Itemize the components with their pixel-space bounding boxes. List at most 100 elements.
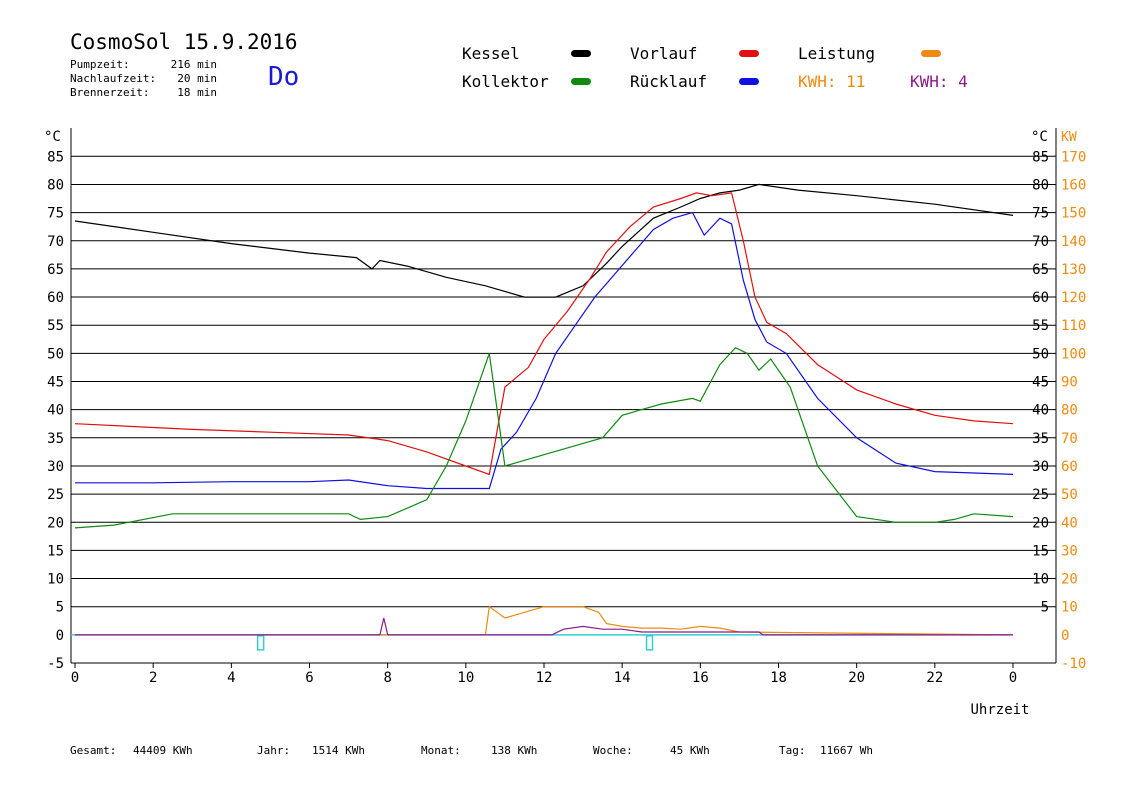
y-tick-label-left: 15 xyxy=(47,543,64,559)
x-tick-label: 14 xyxy=(614,670,631,686)
y-tick-label-right: 85 xyxy=(1032,149,1049,165)
pumpzeit-label: Pumpzeit: xyxy=(70,58,130,71)
y-tick-label-left: 75 xyxy=(47,206,64,222)
footer-monat-value: 138 KWh xyxy=(491,744,538,757)
legend-kwh-purple: KWH: 4 xyxy=(910,72,968,91)
legend-kessel-label: Kessel xyxy=(462,44,520,63)
y-tick-label-right: 10 xyxy=(1032,572,1049,588)
kw-tick-label: 20 xyxy=(1061,572,1078,588)
y-tick-label-right: 40 xyxy=(1032,403,1049,419)
y-tick-label-left: 60 xyxy=(47,290,64,306)
y-tick-label-left: 40 xyxy=(47,403,64,419)
y-tick-label-left: 50 xyxy=(47,346,64,362)
series-line-kessel xyxy=(74,183,1014,298)
kw-tick-label: 130 xyxy=(1061,262,1086,278)
weekday-label: Do xyxy=(268,62,300,92)
y-tick-label-right: 30 xyxy=(1032,459,1049,475)
y-tick-label-right: 35 xyxy=(1032,431,1049,447)
legend-ruecklauf-label: Rücklauf xyxy=(630,72,708,91)
y-tick-label-right: 5 xyxy=(1041,600,1049,616)
y-tick-label-left: 65 xyxy=(47,262,64,278)
x-tick-label: 22 xyxy=(926,670,943,686)
y-tick-label-left: 20 xyxy=(47,515,64,531)
legend-kollektor-swatch xyxy=(571,78,591,85)
legend-kessel-swatch xyxy=(571,50,591,57)
y-tick-label-left: 80 xyxy=(47,177,64,193)
pumpzeit-value: 216 min xyxy=(170,58,217,71)
kw-tick-label: 120 xyxy=(1061,290,1086,306)
y-tick-label-left: 35 xyxy=(47,431,64,447)
y-tick-label-right: 75 xyxy=(1032,206,1049,222)
page-title: CosmoSol 15.9.2016 xyxy=(70,30,298,54)
footer-jahr-label: Jahr: xyxy=(257,744,291,757)
y-tick-label-left: 10 xyxy=(47,572,64,588)
series-line-kwh-4 xyxy=(75,617,1013,636)
footer-woche-value: 45 KWh xyxy=(670,744,710,757)
y-tick-label-left: 55 xyxy=(47,318,64,334)
x-tick-label: 0 xyxy=(1009,670,1017,686)
x-tick-label: 0 xyxy=(71,670,79,686)
x-tick-label: 16 xyxy=(692,670,709,686)
y-tick-label-right: 60 xyxy=(1032,290,1049,306)
nachlaufzeit-value: 20 min xyxy=(177,72,217,85)
y-tick-label-right: 80 xyxy=(1032,177,1049,193)
x-tick-label: 8 xyxy=(383,670,391,686)
kw-tick-label: 150 xyxy=(1061,206,1086,222)
footer-tag-value: 11667 Wh xyxy=(820,744,873,757)
kw-tick-label: 170 xyxy=(1061,149,1086,165)
y-tick-label-left: 25 xyxy=(47,487,64,503)
series-line-leistung xyxy=(75,605,1014,636)
legend-leistung-swatch xyxy=(921,50,941,57)
series-line-vorlauf xyxy=(74,192,1014,476)
x-tick-label: 18 xyxy=(770,670,787,686)
y-axis-unit-right: °C xyxy=(1031,129,1048,145)
kw-tick-label: 0 xyxy=(1061,628,1069,644)
footer-woche-label: Woche: xyxy=(593,744,633,757)
x-tick-label: 4 xyxy=(227,670,235,686)
y-tick-label-left: 45 xyxy=(47,375,64,391)
legend-ruecklauf-swatch xyxy=(739,78,759,85)
kw-tick-label: 140 xyxy=(1061,234,1086,250)
y-tick-label-left: 70 xyxy=(47,234,64,250)
kw-tick-label: 70 xyxy=(1061,431,1078,447)
brennerzeit-label: Brennerzeit: xyxy=(70,86,150,99)
cyan-marker xyxy=(256,635,265,651)
kw-axis-unit: KW xyxy=(1061,130,1077,145)
kw-tick-label: -10 xyxy=(1061,656,1086,672)
y-tick-label-right: 70 xyxy=(1032,234,1049,250)
y-tick-label-right: 25 xyxy=(1032,487,1049,503)
legend-kollektor-label: Kollektor xyxy=(462,72,549,91)
y-tick-label-right: 15 xyxy=(1032,543,1049,559)
y-tick-label-right: 20 xyxy=(1032,515,1049,531)
kw-tick-label: 10 xyxy=(1061,600,1078,616)
kw-tick-label: 100 xyxy=(1061,346,1086,362)
kw-tick-label: 50 xyxy=(1061,487,1078,503)
y-tick-label-right: 50 xyxy=(1032,346,1049,362)
x-tick-label: 12 xyxy=(536,670,553,686)
legend-vorlauf-swatch xyxy=(739,50,759,57)
footer-tag-label: Tag: xyxy=(779,744,806,757)
y-tick-label-left: 0 xyxy=(56,628,64,644)
y-tick-label-left: 85 xyxy=(47,149,64,165)
footer-gesamt-label: Gesamt: xyxy=(70,744,117,757)
y-tick-label-right: 45 xyxy=(1032,375,1049,391)
series-line-kollektor xyxy=(74,346,1014,529)
kw-tick-label: 110 xyxy=(1061,318,1086,334)
kw-tick-label: 40 xyxy=(1061,515,1078,531)
legend-vorlauf-label: Vorlauf xyxy=(630,44,698,63)
x-axis-title: Uhrzeit xyxy=(970,702,1029,718)
kw-tick-label: 80 xyxy=(1061,403,1078,419)
brennerzeit-value: 18 min xyxy=(177,86,217,99)
y-tick-label-left: -5 xyxy=(47,656,64,672)
legend-kwh-leistung: KWH: 11 xyxy=(798,72,866,91)
cyan-marker xyxy=(645,635,654,651)
y-axis-unit-left: °C xyxy=(44,129,61,145)
y-tick-label-right: 65 xyxy=(1032,262,1049,278)
footer-jahr-value: 1514 KWh xyxy=(312,744,365,757)
y-tick-label-right: 55 xyxy=(1032,318,1049,334)
series-line-r-cklauf xyxy=(75,211,1014,490)
kw-tick-label: 160 xyxy=(1061,177,1086,193)
nachlaufzeit-label: Nachlaufzeit: xyxy=(70,72,157,85)
legend-leistung-label: Leistung xyxy=(798,44,876,63)
